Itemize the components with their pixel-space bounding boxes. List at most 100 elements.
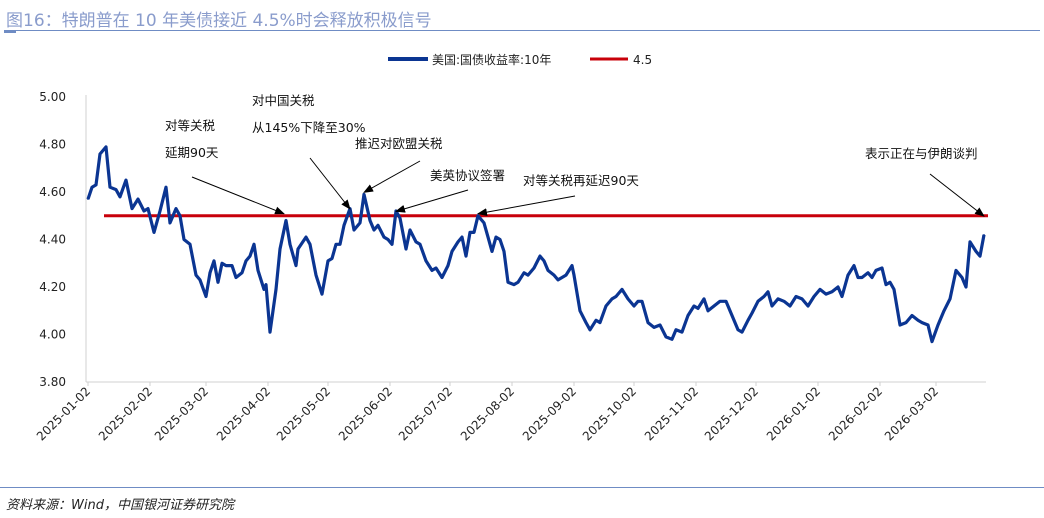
yield-data-point [425, 260, 427, 262]
yield-data-point [795, 295, 797, 298]
x-tick-label: 2025-04-02 [214, 384, 273, 443]
annotation-arrow [363, 160, 421, 193]
yield-data-point [369, 219, 371, 222]
yield-data-point [589, 328, 591, 331]
yield-data-point [885, 283, 887, 286]
yield-data-point [731, 314, 733, 317]
yield-data-point [861, 276, 863, 279]
yield-data-point [571, 264, 573, 267]
yield-data-point [553, 274, 555, 276]
yield-data-point [285, 219, 287, 222]
yield-data-point [777, 298, 779, 300]
yield-data-point [615, 295, 617, 298]
yield-data-point [241, 271, 243, 274]
yield-data-point [871, 276, 873, 279]
yield-data-point [917, 319, 919, 322]
yield-data-point [899, 324, 901, 326]
yield-data-point [975, 250, 977, 253]
yield-data-point [491, 250, 493, 253]
yield-data-point [279, 248, 281, 250]
yield-data-point [585, 321, 587, 324]
yield-data-point [175, 207, 177, 210]
yield-data-point [647, 321, 649, 324]
yield-data-point [693, 305, 695, 307]
yield-data-point [579, 309, 581, 312]
x-tick-label: 2025-06-02 [336, 384, 395, 443]
x-tick-label: 2025-10-02 [580, 384, 639, 443]
yield-data-point [747, 319, 749, 322]
yield-data-point [741, 331, 743, 333]
yield-data-point [681, 331, 683, 333]
yield-data-point [343, 224, 345, 227]
yield-data-point [737, 328, 739, 331]
yield-data-point [309, 243, 311, 246]
annotation-arrow [309, 157, 351, 210]
title-divider [4, 30, 1040, 31]
yield-data-point [841, 295, 843, 298]
yield-data-point [719, 300, 721, 303]
x-tick-label: 2026-02-02 [826, 384, 885, 443]
yield-data-point [565, 274, 567, 276]
figure-title: 图16：特朗普在 10 年美债接近 4.5%时会释放积极信号 [6, 11, 432, 31]
yield-data-point [789, 305, 791, 307]
yield-data-point [969, 241, 971, 243]
y-tick-label: 5.00 [39, 90, 66, 104]
yield-data-point [819, 288, 821, 291]
yield-data-point [265, 283, 267, 286]
yield-data-point [451, 250, 453, 253]
yield-data-point [221, 262, 223, 265]
yield-data-point [297, 248, 299, 250]
yield-data-point [383, 236, 385, 238]
yield-data-point [943, 309, 945, 312]
yield-data-point [767, 290, 769, 293]
y-tick-label: 4.00 [39, 328, 66, 342]
annotation: 推迟对欧盟关税 [355, 136, 443, 193]
yield-data-point [131, 207, 133, 210]
yield-data-point [573, 274, 575, 276]
yield-data-point [633, 305, 635, 307]
yield-data-point [409, 229, 411, 231]
yield-data-point [831, 290, 833, 293]
yield-data-point [159, 210, 161, 212]
yield-data-point [979, 255, 981, 257]
x-tick-label: 2025-03-02 [152, 384, 211, 443]
yield-data-point [257, 269, 259, 272]
yield-data-point [295, 264, 297, 267]
yield-data-point [339, 243, 341, 246]
yield-data-point [447, 264, 449, 267]
yield-data-point [359, 222, 361, 224]
yield-data-point [751, 312, 753, 314]
x-tick-label: 2025-05-02 [274, 384, 333, 443]
yield-data-point [315, 274, 317, 276]
yield-data-point [137, 198, 139, 200]
yield-data-point [353, 229, 355, 231]
yield-data-point [627, 298, 629, 300]
yield-data-point [289, 243, 291, 246]
annotation: 美英协议签署 [395, 168, 505, 213]
yield-data-point [983, 233, 985, 236]
yield-data-point [169, 222, 171, 224]
yield-data-point [419, 243, 421, 246]
yield-data-point [153, 231, 155, 234]
x-tick-label: 2026-03-02 [882, 384, 941, 443]
annotation-text: 表示正在与伊朗谈判 [865, 146, 978, 161]
yield-data-point [499, 238, 501, 241]
yield-data-point [867, 271, 869, 274]
yield-data-point [245, 260, 247, 262]
yield-data-point [527, 274, 529, 276]
yield-data-point [441, 276, 443, 279]
y-tick-label: 4.20 [39, 280, 66, 294]
annotation-text: 从145%下降至30% [252, 120, 366, 135]
yield-data-point [469, 231, 471, 234]
yield-data-point [637, 300, 639, 303]
yield-data-point [179, 214, 181, 217]
yield-data-point [335, 243, 337, 246]
yield-data-point [253, 243, 255, 246]
yield-data-point [483, 222, 485, 224]
x-tick-label: 2026-01-02 [764, 384, 823, 443]
yield-data-point [473, 231, 475, 234]
annotation: 表示正在与伊朗谈判 [865, 146, 985, 217]
yield-data-point [119, 195, 121, 198]
